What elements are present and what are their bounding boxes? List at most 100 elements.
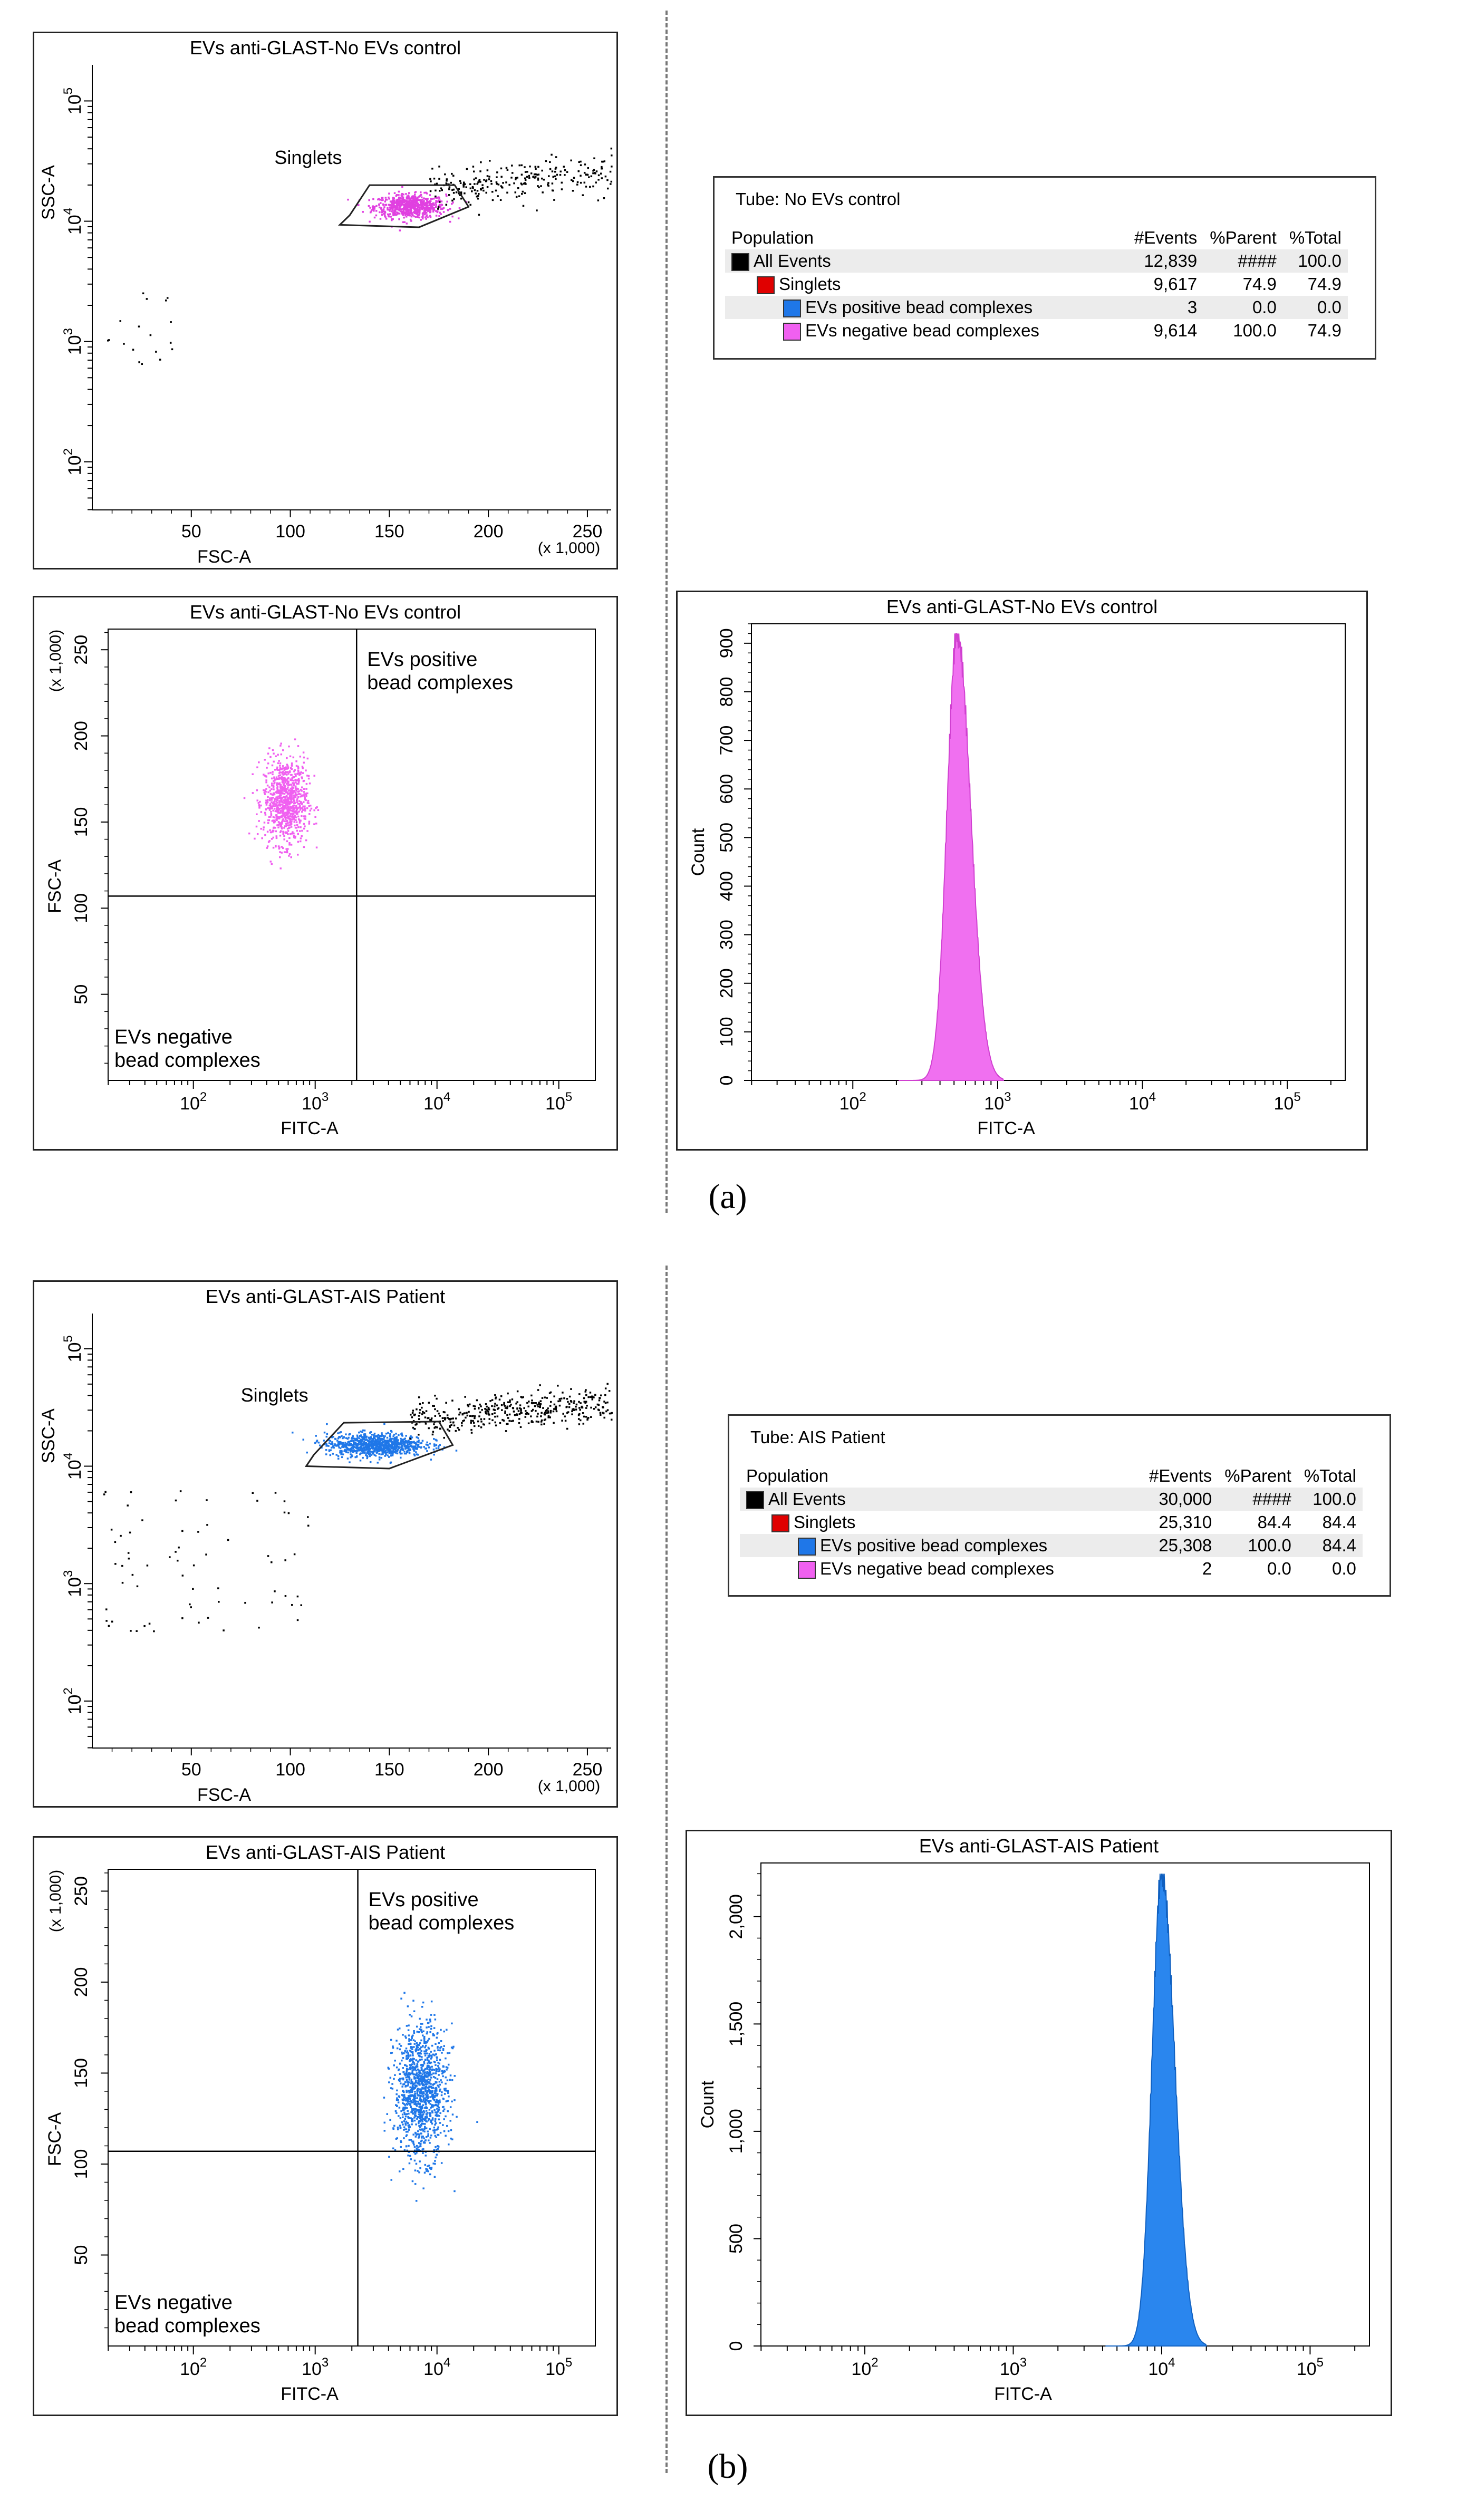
- event-point: [419, 2091, 422, 2094]
- event-point: [398, 2107, 401, 2109]
- header-total: %Total: [1304, 1466, 1356, 1485]
- event-point: [406, 2091, 408, 2093]
- event-point: [488, 176, 490, 178]
- event-point: [449, 1426, 451, 1428]
- event-point: [290, 815, 292, 818]
- tube-name: Tube: No EVs control: [736, 189, 901, 209]
- event-point: [489, 1400, 491, 1402]
- event-point: [428, 2061, 430, 2063]
- event-point: [589, 186, 591, 188]
- event-point: [464, 1396, 466, 1398]
- row-events: 25,308: [1143, 1534, 1219, 1557]
- event-point: [401, 2052, 403, 2055]
- event-point: [304, 825, 306, 827]
- event-point: [292, 810, 294, 813]
- event-point: [435, 195, 437, 198]
- event-point: [359, 1460, 362, 1462]
- event-point: [407, 194, 410, 197]
- event-point: [373, 1441, 375, 1443]
- event-point: [421, 2106, 423, 2108]
- event-point: [610, 183, 612, 185]
- event-point: [256, 766, 258, 768]
- event-point: [260, 804, 262, 807]
- event-point: [331, 1446, 333, 1449]
- event-point: [385, 1451, 388, 1454]
- event-point: [121, 1565, 123, 1567]
- event-point: [440, 2162, 443, 2164]
- event-point: [409, 2155, 411, 2157]
- event-point: [435, 2081, 437, 2084]
- event-point: [572, 190, 574, 192]
- event-point: [378, 198, 380, 200]
- event-point: [430, 2167, 433, 2169]
- event-point: [368, 1449, 370, 1451]
- event-point: [381, 1444, 383, 1446]
- event-point: [609, 170, 612, 173]
- event-point: [515, 1402, 517, 1405]
- event-point: [427, 2064, 429, 2067]
- event-point: [516, 1390, 519, 1393]
- event-point: [356, 1444, 359, 1446]
- event-point: [395, 1440, 397, 1442]
- event-point: [292, 756, 295, 759]
- event-point: [373, 1454, 376, 1456]
- event-point: [586, 173, 589, 176]
- tick-exponent: 2: [61, 1687, 75, 1694]
- event-point: [567, 1411, 570, 1413]
- event-point: [490, 180, 493, 182]
- event-point: [373, 1444, 375, 1446]
- y-tick-label: 103: [61, 1570, 85, 1597]
- event-point: [467, 1404, 469, 1406]
- event-point: [293, 795, 296, 797]
- event-point: [441, 2072, 443, 2075]
- event-point: [421, 2087, 423, 2089]
- event-point: [429, 2074, 431, 2077]
- event-point: [522, 1396, 524, 1398]
- event-point: [429, 2113, 431, 2116]
- plot-frame: [108, 1869, 596, 2347]
- event-point: [410, 2039, 412, 2041]
- event-point: [485, 191, 488, 194]
- event-point: [439, 2088, 441, 2091]
- event-point: [177, 1559, 179, 1562]
- event-point: [428, 1427, 430, 1430]
- event-point: [284, 1559, 286, 1561]
- event-point: [398, 2043, 401, 2045]
- event-point: [447, 2130, 450, 2132]
- event-point: [387, 213, 389, 216]
- event-point: [284, 787, 286, 789]
- event-point: [354, 1439, 356, 1442]
- event-point: [283, 793, 286, 795]
- event-point: [316, 806, 318, 808]
- event-point: [411, 2091, 413, 2093]
- event-point: [410, 207, 413, 209]
- event-point: [286, 848, 289, 850]
- event-point: [284, 779, 286, 781]
- event-point: [275, 778, 277, 780]
- event-point: [441, 189, 443, 191]
- event-point: [406, 2079, 408, 2081]
- event-point: [484, 1407, 486, 1410]
- event-point: [297, 803, 300, 805]
- event-point: [534, 1405, 536, 1407]
- event-point: [413, 200, 416, 202]
- event-point: [419, 2096, 421, 2099]
- event-point: [418, 2074, 421, 2077]
- event-point: [275, 814, 277, 816]
- event-point: [452, 175, 455, 177]
- event-point: [379, 1435, 381, 1437]
- event-point: [408, 2079, 410, 2081]
- event-point: [356, 1450, 359, 1452]
- event-point: [555, 178, 557, 180]
- event-point: [424, 216, 427, 219]
- event-point: [343, 1450, 345, 1452]
- event-point: [424, 2083, 427, 2085]
- event-point: [332, 1453, 334, 1455]
- event-point: [345, 1433, 347, 1435]
- event-point: [420, 2132, 422, 2135]
- event-point: [296, 807, 298, 810]
- event-point: [408, 2077, 411, 2079]
- event-point: [439, 2083, 441, 2086]
- event-point: [416, 1441, 419, 1443]
- event-point: [602, 1412, 604, 1414]
